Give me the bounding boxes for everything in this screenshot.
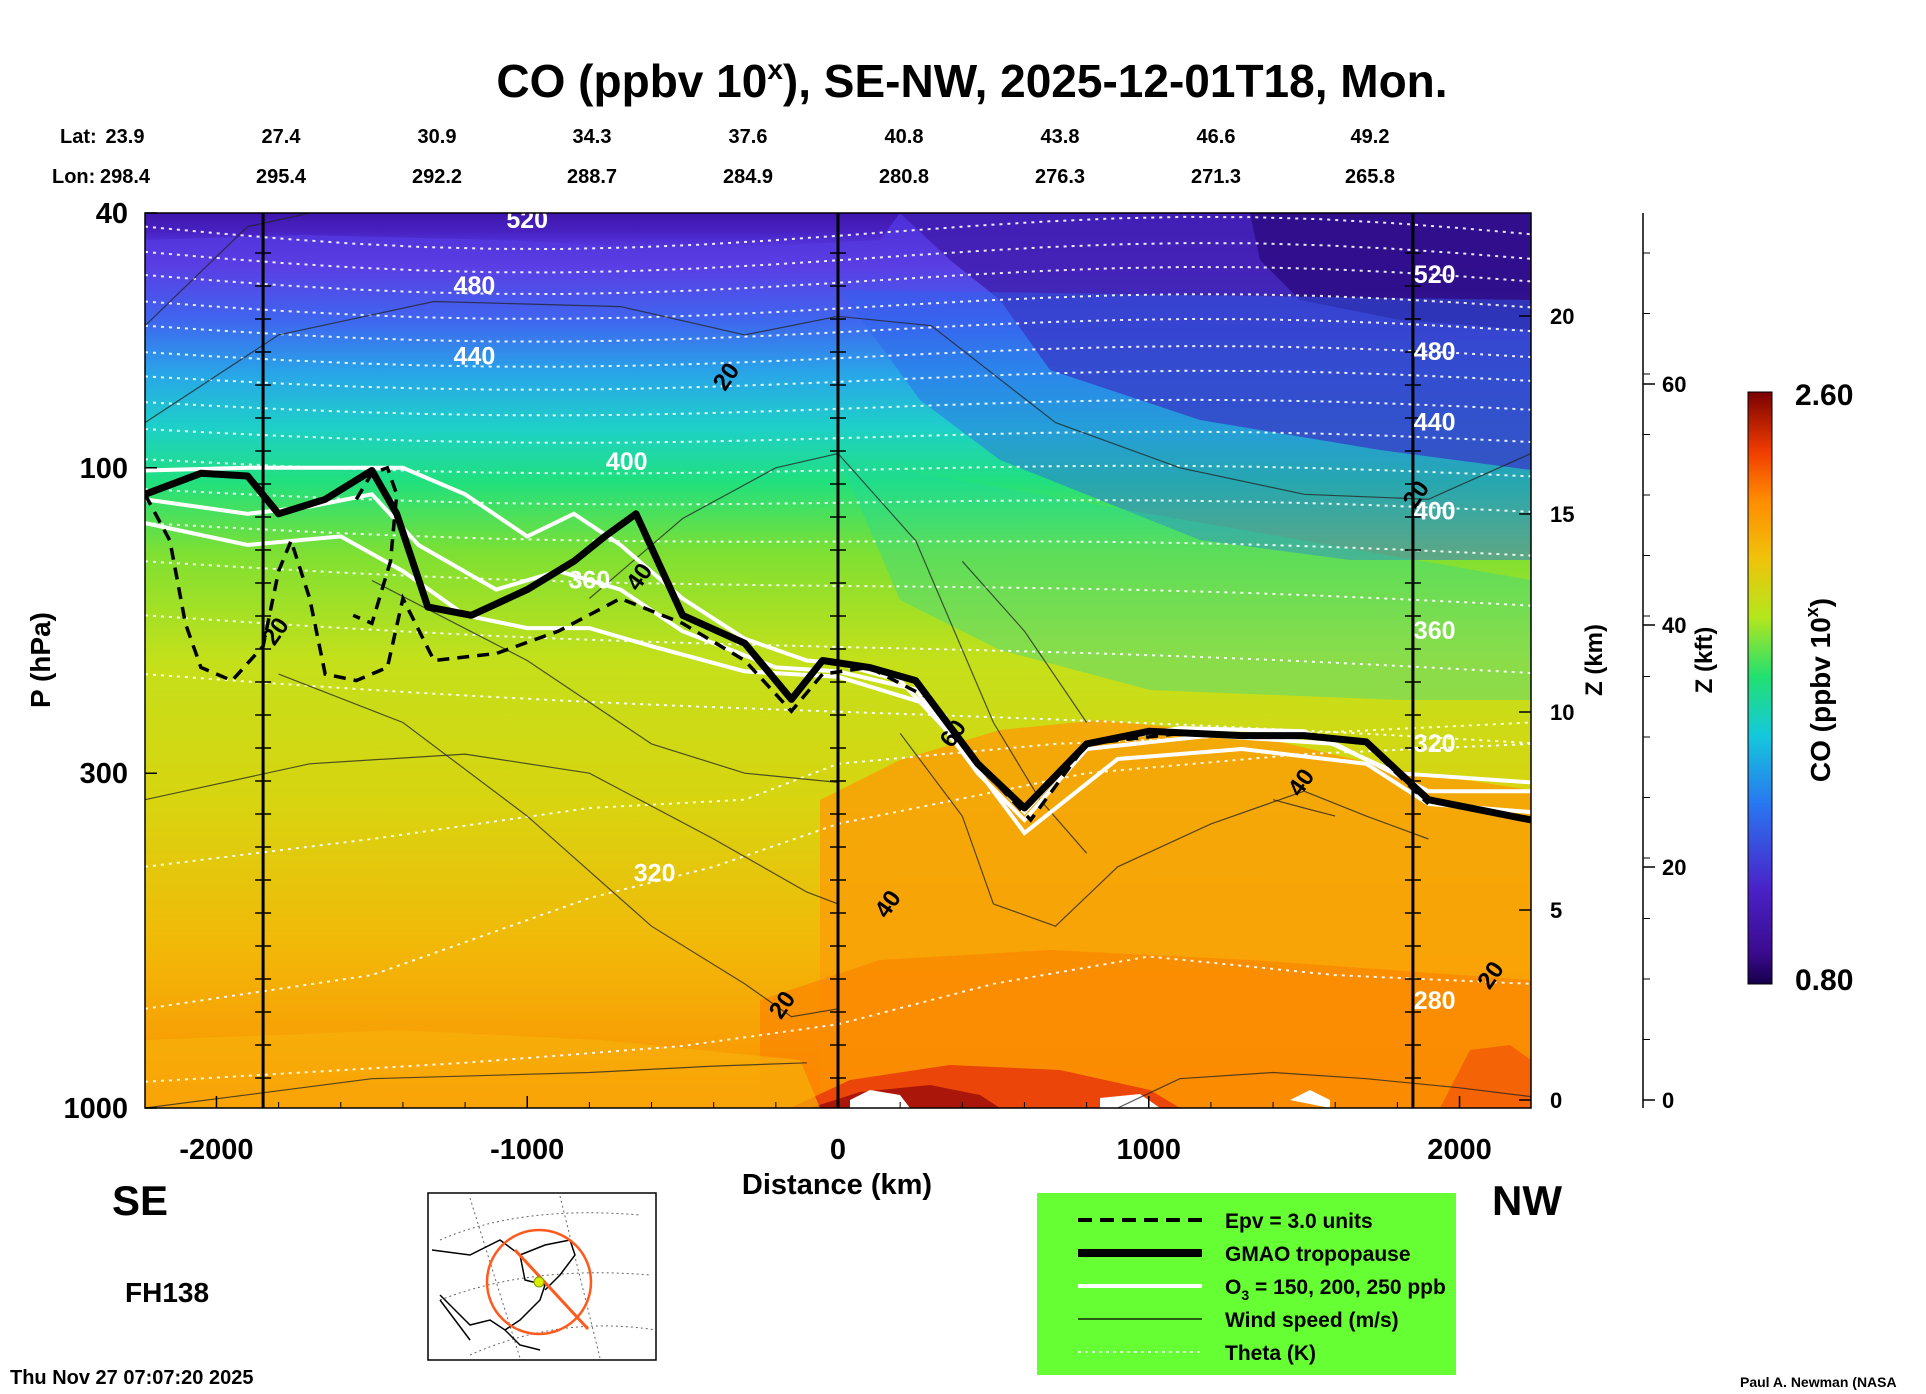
lat-value: 30.9 bbox=[418, 126, 457, 148]
lat-value: 49.2 bbox=[1351, 126, 1390, 148]
wind-contour bbox=[145, 300, 1531, 500]
theta-contour bbox=[145, 955, 1531, 1083]
z-km-tick-label: 5 bbox=[1550, 898, 1562, 923]
direction-nw: NW bbox=[1492, 1177, 1562, 1224]
o3-contour bbox=[145, 521, 1531, 836]
x-axis-ticks: -2000 -1000 0 1000 2000 bbox=[179, 1096, 1492, 1166]
wind-contour bbox=[145, 213, 310, 327]
wind-contour bbox=[1272, 799, 1336, 817]
lat-value: 27.4 bbox=[262, 126, 302, 148]
x-tick-label: 2000 bbox=[1427, 1134, 1492, 1166]
lon-values: 298.4 295.4 292.2 288.7 284.9 280.8 276.3 271.3… bbox=[100, 166, 1395, 188]
wind-contour bbox=[589, 452, 1088, 854]
lat-value: 46.6 bbox=[1197, 126, 1236, 148]
chart-title: CO (ppbv 10x), SE-NW, 2025-12-01T18, Mon… bbox=[496, 54, 1447, 107]
x-tick-label: -2000 bbox=[179, 1134, 253, 1166]
lon-value: 271.3 bbox=[1191, 166, 1241, 188]
credit: Paul A. Newman (NASA bbox=[1740, 1374, 1897, 1390]
wind-contour bbox=[899, 733, 1429, 927]
lon-value: 284.9 bbox=[723, 166, 773, 188]
wind-contour bbox=[371, 579, 839, 783]
theta-label: 280 bbox=[1414, 987, 1456, 1015]
lon-value: 276.3 bbox=[1035, 166, 1085, 188]
z-km-axis: 0 5 10 15 20 bbox=[1519, 304, 1574, 1113]
y-axis-label: P (hPa) bbox=[25, 612, 56, 708]
colorbar-label: CO (ppbv 10x) bbox=[1802, 598, 1836, 782]
legend-label: Epv = 3.0 units bbox=[1225, 1210, 1373, 1233]
theta-label: 480 bbox=[454, 272, 496, 300]
theta-label: 320 bbox=[634, 859, 676, 887]
legend-label: Wind speed (m/s) bbox=[1225, 1309, 1399, 1332]
lat-label: Lat: bbox=[60, 126, 97, 148]
legend-label: GMAO tropopause bbox=[1225, 1243, 1411, 1266]
lon-value: 295.4 bbox=[256, 166, 307, 188]
z-kft-tick-label: 0 bbox=[1662, 1088, 1674, 1113]
z-km-tick-label: 20 bbox=[1550, 304, 1574, 329]
direction-se: SE bbox=[112, 1177, 168, 1224]
vertical-section-lines bbox=[255, 213, 1421, 1108]
theta-label: 360 bbox=[1414, 617, 1456, 645]
x-tick-label: -1000 bbox=[490, 1134, 564, 1166]
theta-label: 480 bbox=[1414, 338, 1456, 366]
z-km-tick-label: 10 bbox=[1550, 700, 1574, 725]
lon-value: 280.8 bbox=[879, 166, 929, 188]
epv-contour bbox=[145, 493, 1430, 823]
theta-label: 440 bbox=[454, 342, 496, 370]
z-kft-label: Z (kft) bbox=[1691, 627, 1718, 694]
lon-value: 298.4 bbox=[100, 166, 151, 188]
colorbar bbox=[1747, 391, 1773, 985]
timestamp: Thu Nov 27 07:07:20 2025 bbox=[10, 1367, 253, 1389]
legend-label: O3 = 150, 200, 250 ppb bbox=[1225, 1276, 1446, 1303]
lat-value: 40.8 bbox=[885, 126, 924, 148]
x-tick-label: 1000 bbox=[1117, 1134, 1182, 1166]
lat-values: 23.9 27.4 30.9 34.3 37.6 40.8 43.8 46.6 49.2 bbox=[106, 126, 1390, 148]
theta-label: 320 bbox=[1414, 730, 1456, 758]
y-tick-label: 100 bbox=[80, 453, 128, 485]
y-axis-ticks: 40 100 300 1000 bbox=[63, 198, 157, 1125]
lat-value: 34.3 bbox=[573, 126, 612, 148]
lon-value: 292.2 bbox=[412, 166, 462, 188]
theta-label: 400 bbox=[1414, 497, 1456, 525]
theta-label: 520 bbox=[506, 206, 548, 234]
legend-label: Theta (K) bbox=[1225, 1342, 1316, 1365]
lon-value: 265.8 bbox=[1345, 166, 1395, 188]
lat-value: 23.9 bbox=[106, 126, 145, 148]
z-km-tick-label: 15 bbox=[1550, 502, 1574, 527]
theta-label: 440 bbox=[1414, 409, 1456, 437]
wind-contour bbox=[961, 560, 1088, 723]
z-km-label: Z (km) bbox=[1581, 624, 1608, 696]
z-kft-axis: 0 20 40 60 bbox=[1642, 213, 1686, 1113]
inset-map bbox=[427, 1192, 657, 1361]
wind-contour bbox=[145, 1062, 807, 1108]
theta-labels: 520 480 440 400 360 320 520 480 440 400 360 320 280 bbox=[454, 206, 1456, 1015]
lat-value: 43.8 bbox=[1041, 126, 1080, 148]
lat-value: 37.6 bbox=[729, 126, 768, 148]
x-axis-label: Distance (km) bbox=[742, 1169, 932, 1201]
z-kft-tick-label: 40 bbox=[1662, 613, 1686, 638]
theta-label: 360 bbox=[569, 567, 611, 595]
wind-speed-contours bbox=[145, 213, 1531, 1108]
z-kft-tick-label: 20 bbox=[1662, 855, 1686, 880]
tropopause-line bbox=[145, 467, 1531, 824]
theta-label: 520 bbox=[1414, 261, 1456, 289]
wind-contour bbox=[145, 753, 839, 905]
z-km-tick-label: 0 bbox=[1550, 1088, 1562, 1113]
forecast-hour: FH138 bbox=[125, 1277, 209, 1308]
lon-label: Lon: bbox=[52, 166, 95, 188]
wind-contour bbox=[1117, 1071, 1531, 1108]
y-tick-label: 300 bbox=[80, 758, 128, 790]
lon-value: 288.7 bbox=[567, 166, 617, 188]
wind-contour bbox=[278, 673, 839, 1018]
legend: Epv = 3.0 units GMAO tropopause O3 = 150, … bbox=[1037, 1193, 1456, 1375]
tropopause-polyline bbox=[145, 467, 1531, 824]
x-tick-label: 0 bbox=[830, 1134, 846, 1166]
o3-contour bbox=[145, 465, 1531, 816]
colorbar-max-label: 2.60 bbox=[1795, 379, 1853, 412]
z-kft-tick-label: 60 bbox=[1662, 372, 1686, 397]
colorbar-min-label: 0.80 bbox=[1795, 964, 1853, 997]
y-tick-label: 40 bbox=[96, 198, 128, 230]
y-tick-label: 1000 bbox=[63, 1093, 128, 1125]
theta-label: 400 bbox=[606, 448, 648, 476]
